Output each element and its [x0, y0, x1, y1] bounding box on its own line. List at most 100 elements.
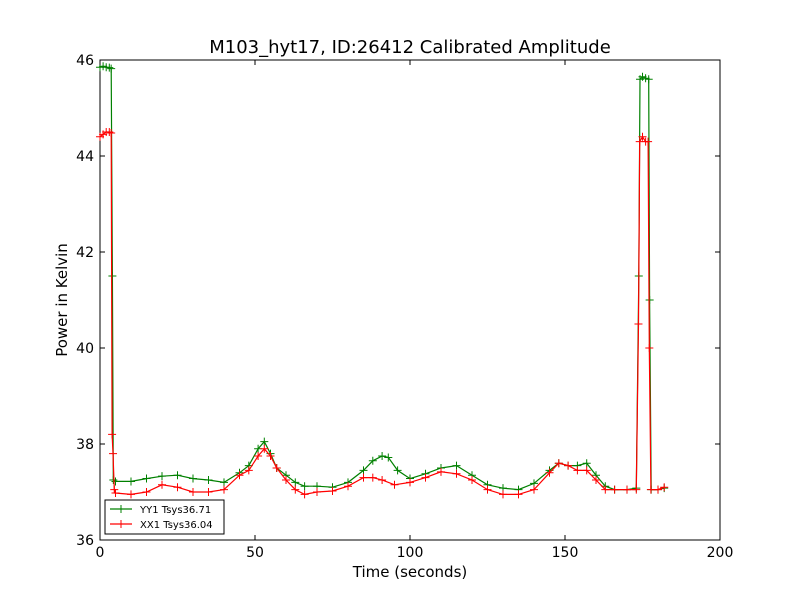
legend: YY1 Tsys36.71 XX1 Tsys36.04 — [104, 499, 225, 535]
data-point — [127, 490, 135, 499]
data-point — [530, 485, 538, 494]
y-tick-label: 44 — [76, 149, 94, 165]
data-point — [390, 480, 399, 489]
data-point — [644, 75, 653, 84]
data-point — [514, 490, 523, 499]
data-point — [582, 466, 591, 475]
data-point — [582, 459, 591, 468]
data-point — [632, 485, 641, 494]
data-point — [638, 132, 647, 141]
data-point — [545, 468, 554, 477]
data-point — [158, 472, 166, 481]
x-axis-label: Time (seconds) — [352, 563, 468, 581]
data-point — [260, 437, 269, 446]
data-point — [564, 461, 573, 470]
data-point — [328, 487, 337, 496]
series-2 — [96, 128, 669, 499]
data-point — [654, 485, 662, 494]
data-point — [660, 483, 669, 492]
data-point — [142, 474, 151, 483]
legend-swatch-marker — [117, 520, 125, 528]
data-point — [127, 477, 135, 486]
data-point — [111, 477, 120, 486]
data-point — [344, 482, 352, 491]
data-point — [359, 473, 368, 482]
data-point — [291, 478, 300, 487]
y-axis-label: Power in Kelvin — [53, 243, 71, 357]
data-point — [452, 469, 461, 478]
x-tick-label: 100 — [397, 545, 424, 561]
data-point — [368, 473, 377, 482]
data-point — [235, 471, 244, 480]
data-point — [204, 476, 213, 484]
data-point — [573, 466, 582, 475]
data-point — [105, 63, 114, 72]
data-point — [244, 466, 253, 475]
data-point — [108, 272, 117, 280]
data-point — [421, 473, 430, 482]
x-tick-label: 0 — [96, 545, 105, 561]
y-tick-label: 38 — [76, 437, 94, 453]
chart-title: M103_hyt17, ID:26412 Calibrated Amplitud… — [209, 37, 611, 58]
data-point — [646, 485, 655, 494]
data-point — [592, 476, 600, 484]
data-point — [623, 485, 631, 494]
legend-entry-label: XX1 Tsys36.04 — [140, 520, 213, 531]
data-point — [189, 474, 197, 483]
data-point — [291, 485, 300, 494]
data-point — [468, 476, 476, 484]
data-point — [368, 456, 377, 465]
data-point — [483, 485, 492, 494]
data-point — [313, 488, 321, 496]
x-tick-label: 150 — [552, 545, 579, 561]
data-point — [189, 488, 197, 496]
data-point — [204, 488, 213, 496]
data-point — [108, 430, 117, 439]
data-point — [111, 488, 120, 497]
data-point — [272, 464, 281, 472]
legend-swatch-marker — [117, 505, 125, 513]
y-tick-label: 42 — [76, 245, 94, 261]
data-point — [107, 64, 116, 73]
data-point — [499, 490, 507, 499]
legend-box — [104, 499, 225, 535]
y-tick-label: 36 — [76, 533, 94, 549]
data-point — [384, 453, 393, 462]
data-point — [282, 476, 290, 484]
data-point — [378, 452, 387, 460]
data-point — [359, 466, 368, 475]
data-point — [406, 478, 414, 487]
data-point — [173, 483, 182, 492]
tick-layer: 0 50 100 150 200 36 38 40 42 44 46 — [76, 53, 733, 561]
data-point — [220, 478, 228, 487]
data-point — [142, 488, 151, 496]
data-point — [220, 485, 228, 494]
data-point — [260, 444, 269, 453]
plot-frame — [99, 59, 721, 541]
data-point — [173, 471, 182, 480]
data-point — [300, 482, 309, 491]
legend-entries: YY1 Tsys36.71 XX1 Tsys36.04 — [110, 505, 213, 531]
data-point — [110, 485, 119, 494]
data-point — [452, 461, 461, 470]
data-point — [644, 137, 653, 146]
y-tick-label: 46 — [76, 53, 94, 69]
plot-area: 0 50 100 150 200 36 38 40 42 44 46 — [76, 53, 733, 561]
series-layer — [96, 62, 669, 499]
data-point — [300, 490, 309, 499]
data-point — [105, 128, 114, 136]
data-point — [254, 452, 263, 460]
series-markers — [96, 128, 669, 499]
data-point — [634, 320, 643, 328]
data-point — [437, 467, 445, 476]
data-point — [554, 459, 563, 468]
data-point — [645, 344, 654, 352]
x-tick-label: 200 — [707, 545, 734, 561]
y-tick-label: 40 — [76, 341, 94, 357]
data-point — [107, 128, 116, 137]
legend-entry-label: YY1 Tsys36.71 — [139, 505, 211, 516]
data-point — [393, 466, 402, 475]
data-point — [610, 485, 619, 494]
data-point — [601, 485, 610, 494]
